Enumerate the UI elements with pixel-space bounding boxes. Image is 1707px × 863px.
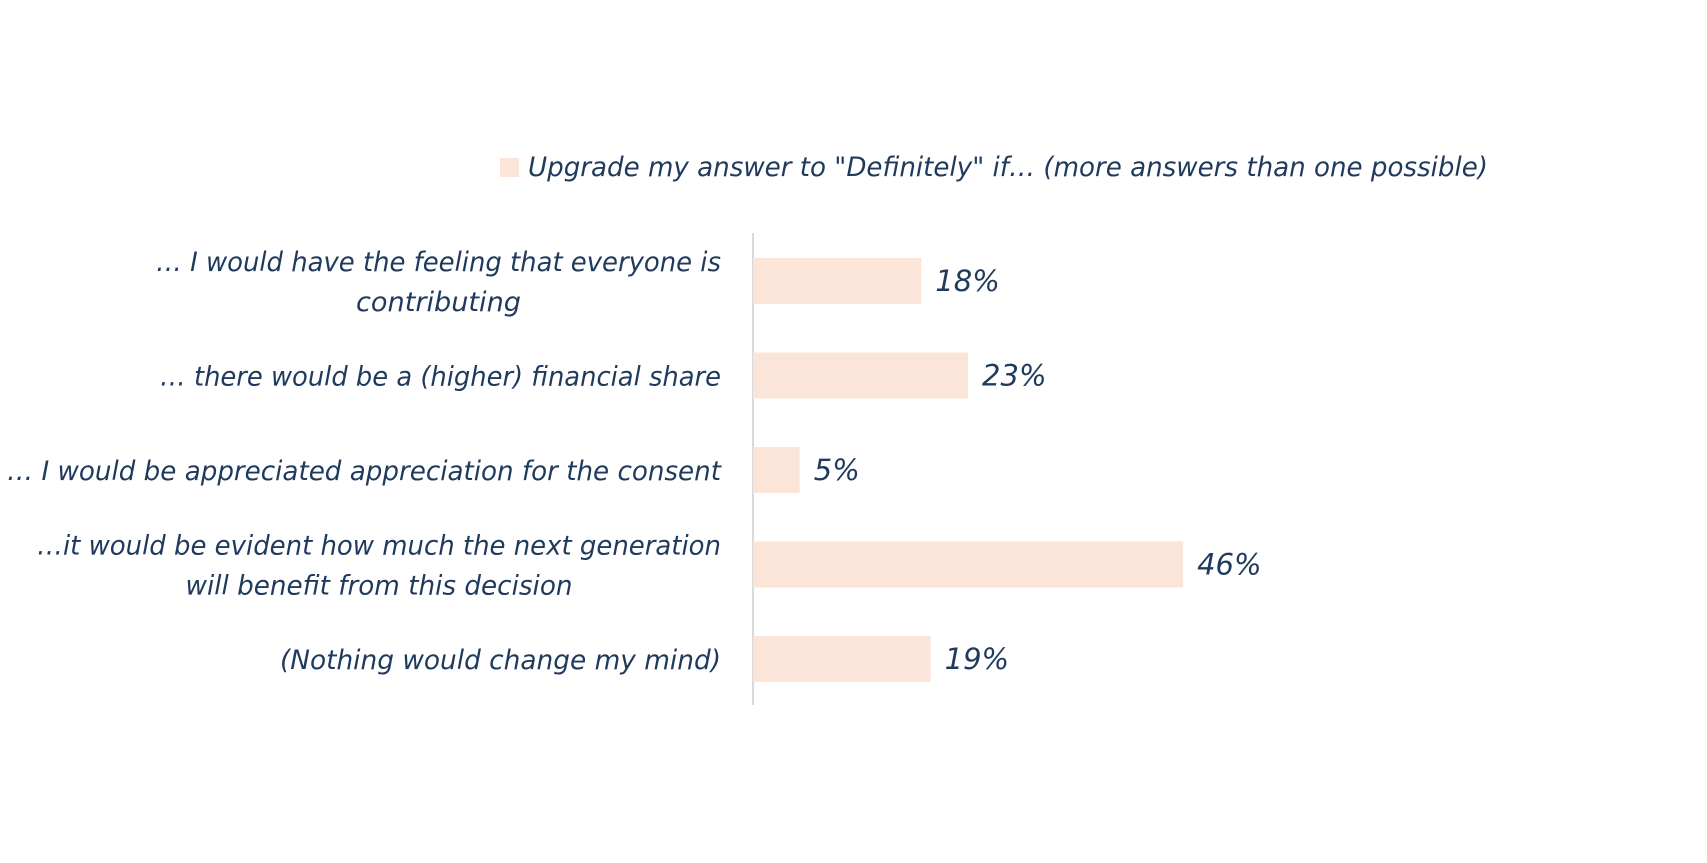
bars-group (753, 258, 1184, 682)
category-label-3-line-0: …it would be evident how much the next g… (37, 531, 721, 562)
value-label-1: 23% (982, 359, 1046, 393)
category-label-1-line-0: … there would be a (higher) financial sh… (160, 362, 721, 393)
bar-4 (753, 636, 931, 682)
category-label-0-line-0: … I would have the feeling that everyone… (156, 247, 721, 278)
category-label-0-line-1: contributing (356, 287, 521, 318)
category-labels-group: … I would have the feeling that everyone… (7, 247, 722, 676)
value-label-4: 19% (945, 642, 1009, 676)
category-label-4-line-0: (Nothing would change my mind) (280, 645, 721, 676)
legend: Upgrade my answer to "Definitely" if… (m… (500, 152, 1488, 183)
legend-swatch (500, 158, 519, 177)
bar-2 (753, 447, 800, 493)
value-labels-group: 18% 23% 5% 46% 19% (814, 264, 1262, 676)
legend-label: Upgrade my answer to "Definitely" if… (m… (528, 152, 1488, 183)
bar-0 (753, 258, 922, 304)
value-label-3: 46% (1197, 548, 1261, 582)
bar-1 (753, 352, 969, 399)
category-label-2-line-0: … I would be appreciated appreciation fo… (7, 456, 722, 487)
value-label-2: 5% (814, 453, 860, 487)
category-label-3-line-1: will benefit from this decision (186, 571, 573, 602)
bar-3 (753, 541, 1184, 588)
value-label-0: 18% (935, 264, 999, 298)
